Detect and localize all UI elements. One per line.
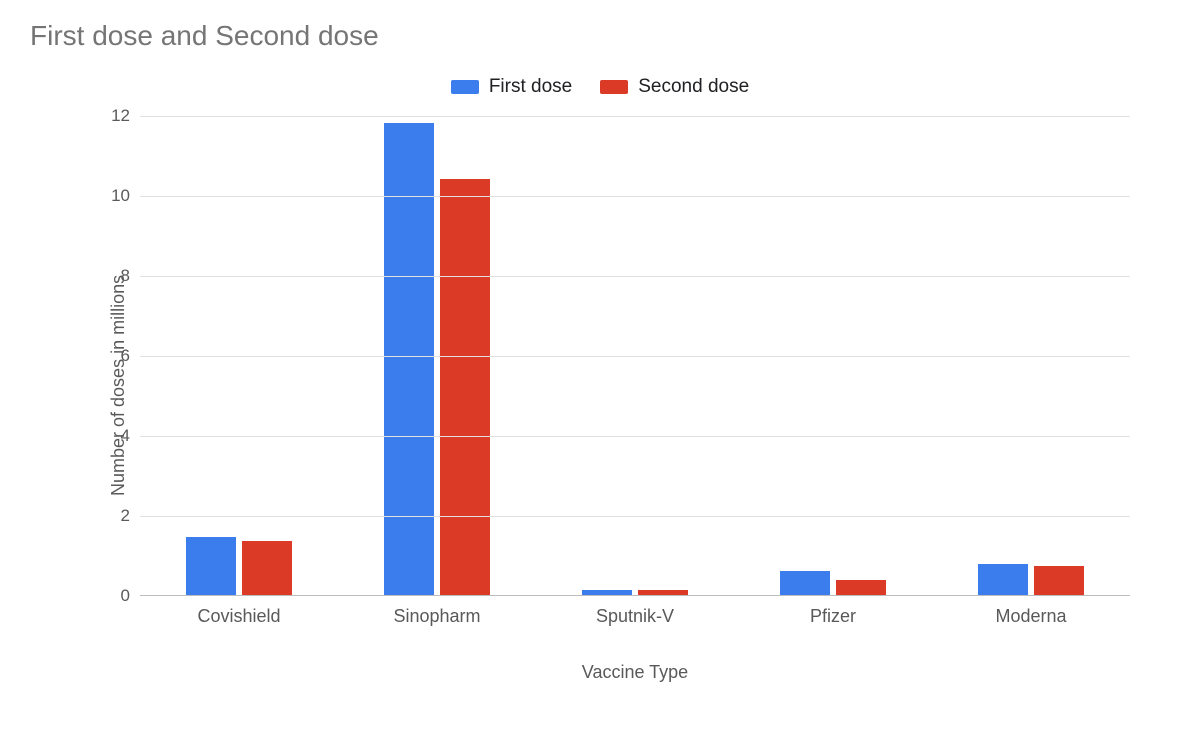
y-tick-label: 8 bbox=[121, 266, 130, 286]
gridline bbox=[140, 196, 1130, 197]
legend-swatch-second-dose bbox=[600, 80, 628, 94]
x-tick-label: Sputnik-V bbox=[536, 606, 734, 627]
bar-second-dose[interactable] bbox=[440, 179, 490, 595]
x-tick-label: Pfizer bbox=[734, 606, 932, 627]
y-axis: 024681012 bbox=[90, 116, 140, 596]
bar-first-dose[interactable] bbox=[384, 123, 434, 595]
bar-second-dose[interactable] bbox=[1034, 566, 1084, 595]
gridline bbox=[140, 276, 1130, 277]
bar-first-dose[interactable] bbox=[186, 537, 236, 595]
legend: First dose Second dose bbox=[30, 76, 1170, 98]
legend-item-first-dose[interactable]: First dose bbox=[451, 76, 572, 98]
y-tick-label: 10 bbox=[111, 186, 130, 206]
bar-second-dose[interactable] bbox=[242, 541, 292, 595]
x-tick-label: Sinopharm bbox=[338, 606, 536, 627]
plot-area bbox=[140, 116, 1130, 596]
y-tick-label: 2 bbox=[121, 506, 130, 526]
legend-label-first-dose: First dose bbox=[489, 76, 572, 98]
gridline bbox=[140, 516, 1130, 517]
x-tick-label: Moderna bbox=[932, 606, 1130, 627]
y-tick-label: 6 bbox=[121, 346, 130, 366]
y-tick-label: 12 bbox=[111, 106, 130, 126]
x-axis-title: Vaccine Type bbox=[140, 662, 1130, 683]
legend-label-second-dose: Second dose bbox=[638, 76, 749, 98]
bar-second-dose[interactable] bbox=[836, 580, 886, 595]
plot-wrap: Number of doses in millions 024681012 bbox=[90, 116, 1170, 596]
legend-swatch-first-dose bbox=[451, 80, 479, 94]
y-tick-label: 0 bbox=[121, 586, 130, 606]
y-tick-label: 4 bbox=[121, 426, 130, 446]
bar-first-dose[interactable] bbox=[582, 590, 632, 595]
legend-item-second-dose[interactable]: Second dose bbox=[600, 76, 749, 98]
chart-container: First dose and Second dose First dose Se… bbox=[30, 20, 1170, 683]
x-tick-label: Covishield bbox=[140, 606, 338, 627]
chart-title: First dose and Second dose bbox=[30, 20, 1170, 52]
x-axis-labels: CovishieldSinopharmSputnik-VPfizerModern… bbox=[140, 606, 1130, 627]
gridline bbox=[140, 116, 1130, 117]
bar-second-dose[interactable] bbox=[638, 590, 688, 595]
bar-first-dose[interactable] bbox=[978, 564, 1028, 595]
gridline bbox=[140, 436, 1130, 437]
gridline bbox=[140, 356, 1130, 357]
bar-first-dose[interactable] bbox=[780, 571, 830, 595]
